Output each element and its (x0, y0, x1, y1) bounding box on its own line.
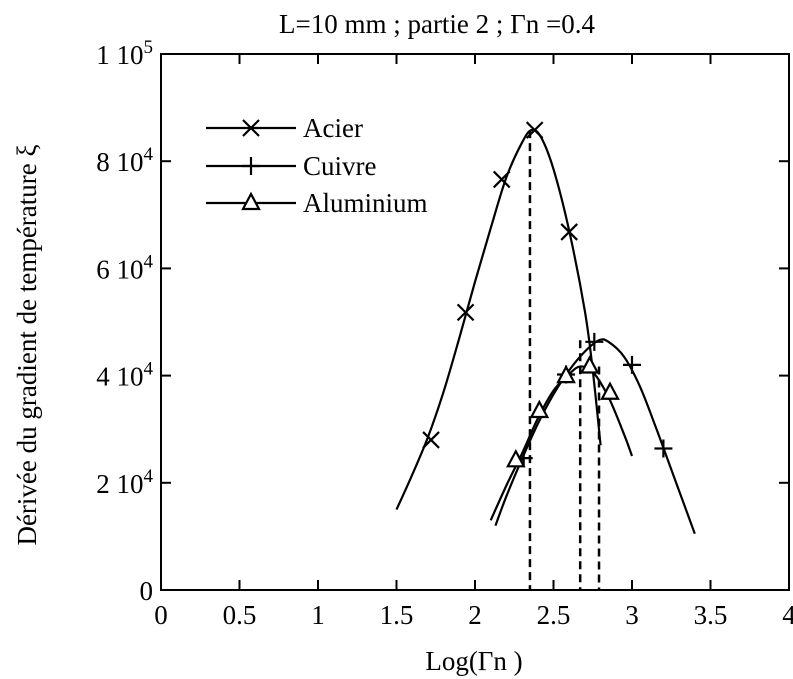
y-tick-label: 6 104 (96, 251, 153, 284)
data-point-aluminium (600, 381, 620, 400)
y-tick-exponent: 5 (144, 37, 154, 58)
y-tick-label: 0 (140, 576, 154, 606)
axis-ticks (160, 53, 790, 591)
y-tick-exponent: 4 (144, 144, 154, 165)
data-point-aluminium (556, 364, 576, 384)
y-tick-exponent: 4 (144, 251, 154, 272)
data-point-acier (560, 223, 578, 241)
legend: Acier Cuivre Aluminium (206, 113, 428, 218)
series-curves (395, 128, 696, 535)
legend-label-acier: Acier (303, 113, 363, 143)
data-point-acier (525, 121, 544, 139)
y-tick-label: 8 104 (96, 144, 153, 177)
x-tick-label: 0.5 (223, 600, 257, 630)
x-tick-label: 3 (625, 600, 639, 630)
x-tick-label: 0 (154, 600, 168, 630)
y-tick-label: 1 105 (96, 37, 153, 70)
x-tick-label: 3.5 (694, 600, 728, 630)
data-point-acier (422, 431, 440, 449)
y-tick-exponent: 4 (144, 359, 154, 380)
y-tick-exponent: 4 (144, 466, 154, 487)
axis-tick-labels: 0 0.5 1 1.5 2 2.5 3 3.5 4 0 2 104 4 104 6 104 8 104 1 … (96, 37, 793, 630)
legend-label-aluminium: Aluminium (303, 188, 428, 218)
data-point-cuivre (623, 355, 641, 374)
data-point-acier (456, 303, 475, 322)
legend-marker-cuivre (242, 157, 260, 175)
data-point-aluminium (579, 355, 600, 374)
x-tick-label: 1 (311, 600, 325, 630)
series-line-cuivre (494, 338, 696, 535)
series-line-acier (395, 128, 602, 511)
x-tick-label: 2 (468, 600, 482, 630)
data-point-cuivre (585, 332, 604, 351)
data-point-cuivre (654, 439, 673, 458)
y-tick-label: 2 104 (96, 466, 153, 499)
x-tick-label: 2.5 (537, 600, 571, 630)
y-axis-label: Dérivée du gradient de température ξ (12, 144, 42, 545)
series-markers (422, 121, 673, 468)
x-axis-label: Log(Γn ) (425, 646, 522, 676)
vertical-dashed-lines (528, 130, 601, 590)
data-point-aluminium (505, 448, 526, 468)
legend-marker-aluminium (241, 191, 261, 211)
plot-frame (160, 53, 790, 591)
x-tick-label: 1.5 (380, 600, 414, 630)
x-tick-label: 4 (782, 600, 793, 630)
data-point-aluminium (529, 399, 550, 419)
legend-label-cuivre: Cuivre (303, 151, 377, 181)
legend-marker-acier (242, 119, 260, 137)
chart-title: L=10 mm ; partie 2 ; Γn =0.4 (279, 9, 596, 39)
data-point-acier (492, 170, 511, 189)
y-tick-label: 4 104 (96, 359, 153, 392)
